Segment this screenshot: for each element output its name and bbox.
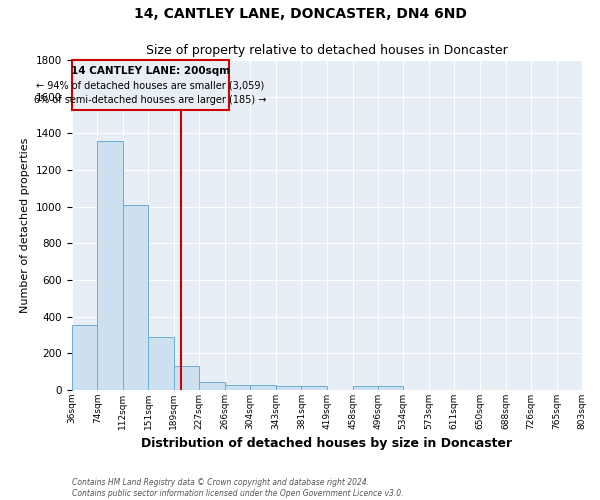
Text: 6% of semi-detached houses are larger (185) →: 6% of semi-detached houses are larger (1… <box>34 94 266 104</box>
Y-axis label: Number of detached properties: Number of detached properties <box>20 138 31 312</box>
Bar <box>250 384 276 390</box>
Bar <box>378 386 403 390</box>
Bar <box>97 140 122 390</box>
Bar <box>353 386 378 390</box>
Bar <box>199 382 225 390</box>
Bar <box>72 60 229 110</box>
Bar <box>301 386 326 390</box>
X-axis label: Distribution of detached houses by size in Doncaster: Distribution of detached houses by size … <box>142 438 512 450</box>
Bar <box>225 384 250 390</box>
Text: 14 CANTLEY LANE: 200sqm: 14 CANTLEY LANE: 200sqm <box>71 66 230 76</box>
Bar <box>148 337 174 390</box>
Bar <box>122 205 148 390</box>
Bar <box>72 325 97 390</box>
Text: 14, CANTLEY LANE, DONCASTER, DN4 6ND: 14, CANTLEY LANE, DONCASTER, DN4 6ND <box>134 8 466 22</box>
Text: ← 94% of detached houses are smaller (3,059): ← 94% of detached houses are smaller (3,… <box>37 81 265 91</box>
Bar <box>174 366 199 390</box>
Text: Contains HM Land Registry data © Crown copyright and database right 2024.
Contai: Contains HM Land Registry data © Crown c… <box>72 478 404 498</box>
Title: Size of property relative to detached houses in Doncaster: Size of property relative to detached ho… <box>146 44 508 58</box>
Bar <box>276 386 301 390</box>
